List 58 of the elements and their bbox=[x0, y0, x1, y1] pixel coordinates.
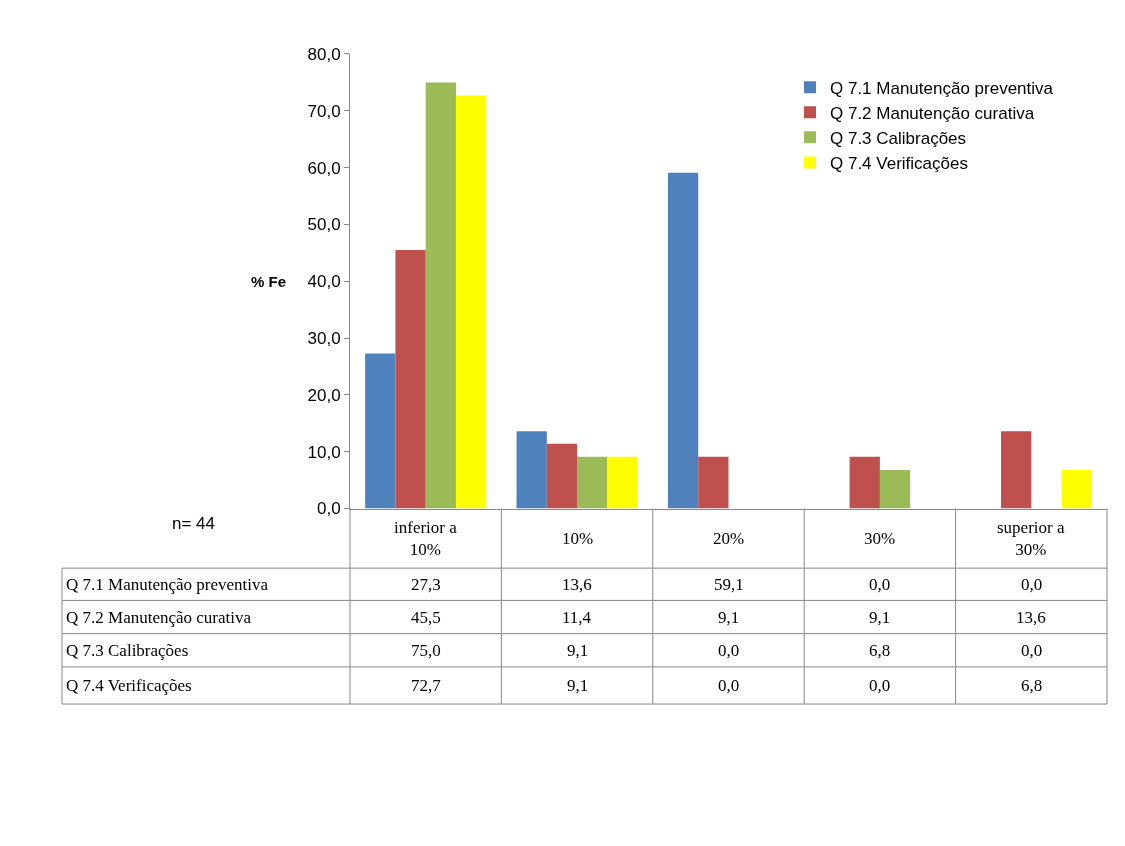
data-label: 0,0 bbox=[718, 641, 740, 660]
data-label: 6,8 bbox=[1021, 676, 1043, 695]
bar bbox=[546, 443, 578, 509]
text: Q 7.3 Calibrações bbox=[66, 641, 189, 660]
bar bbox=[455, 95, 487, 509]
data-label: 11,4 bbox=[562, 608, 592, 627]
bar bbox=[516, 431, 547, 509]
legend-label: Q 7.3 Calibrações bbox=[830, 128, 967, 148]
bar bbox=[849, 456, 880, 509]
bar bbox=[698, 456, 729, 509]
y-tick-label: 60,0 bbox=[307, 158, 341, 178]
data-label: 9,1 bbox=[567, 676, 589, 695]
bar bbox=[1061, 469, 1092, 509]
y-tick-label: 80,0 bbox=[307, 44, 341, 64]
data-label: 27,3 bbox=[411, 575, 441, 594]
x-tick-label: 30% bbox=[864, 529, 896, 548]
bar bbox=[365, 353, 396, 509]
data-label: 45,5 bbox=[411, 608, 441, 627]
bar bbox=[425, 82, 456, 509]
bar bbox=[577, 456, 608, 509]
y-tick-label: 50,0 bbox=[307, 215, 341, 235]
text: Q 7.2 Manutenção curativa bbox=[66, 608, 252, 627]
text: Q 7.4 Verificações bbox=[66, 676, 192, 695]
legend-label: Q 7.1 Manutenção preventiva bbox=[830, 78, 1054, 98]
data-label: 9,1 bbox=[567, 641, 589, 660]
text: n= 44 bbox=[172, 514, 216, 533]
data-label: 0,0 bbox=[869, 676, 891, 695]
data-label: 13,6 bbox=[562, 575, 592, 594]
bar bbox=[607, 456, 638, 509]
x-tick-label: inferior a 10% bbox=[394, 518, 458, 560]
data-label: 9,1 bbox=[869, 608, 891, 627]
x-tick-label: superior a 30% bbox=[997, 518, 1065, 560]
legend-label: Q 7.4 Verificações bbox=[830, 154, 968, 174]
y-tick-label: 40,0 bbox=[307, 272, 341, 292]
y-tick-label: 0,0 bbox=[316, 499, 341, 519]
data-label: 72,7 bbox=[411, 676, 442, 695]
data-label: 13,6 bbox=[1016, 608, 1046, 627]
x-tick-label: 10% bbox=[562, 529, 594, 548]
data-label: 75,0 bbox=[411, 641, 441, 660]
bar bbox=[1001, 431, 1032, 509]
legend-label: Q 7.2 Manutenção curativa bbox=[830, 103, 1035, 123]
bar bbox=[667, 172, 699, 509]
y-tick-label: 20,0 bbox=[307, 385, 341, 405]
y-tick-label: 10,0 bbox=[307, 442, 341, 462]
text: Q 7.1 Manutenção preventiva bbox=[66, 575, 269, 594]
y-tick-label: 70,0 bbox=[307, 101, 341, 121]
data-label: 0,0 bbox=[718, 676, 740, 695]
data-label: 0,0 bbox=[869, 575, 891, 594]
bar bbox=[879, 469, 911, 509]
data-label: 0,0 bbox=[1021, 641, 1043, 660]
data-label: 59,1 bbox=[714, 575, 744, 594]
y-tick-label: 30,0 bbox=[307, 329, 341, 349]
data-label: 0,0 bbox=[1021, 575, 1043, 594]
bar bbox=[395, 250, 426, 509]
data-label: 6,8 bbox=[869, 641, 891, 660]
data-label: 9,1 bbox=[718, 608, 740, 627]
x-tick-label: 20% bbox=[713, 529, 745, 548]
y-axis-title: % Fe bbox=[251, 273, 287, 290]
